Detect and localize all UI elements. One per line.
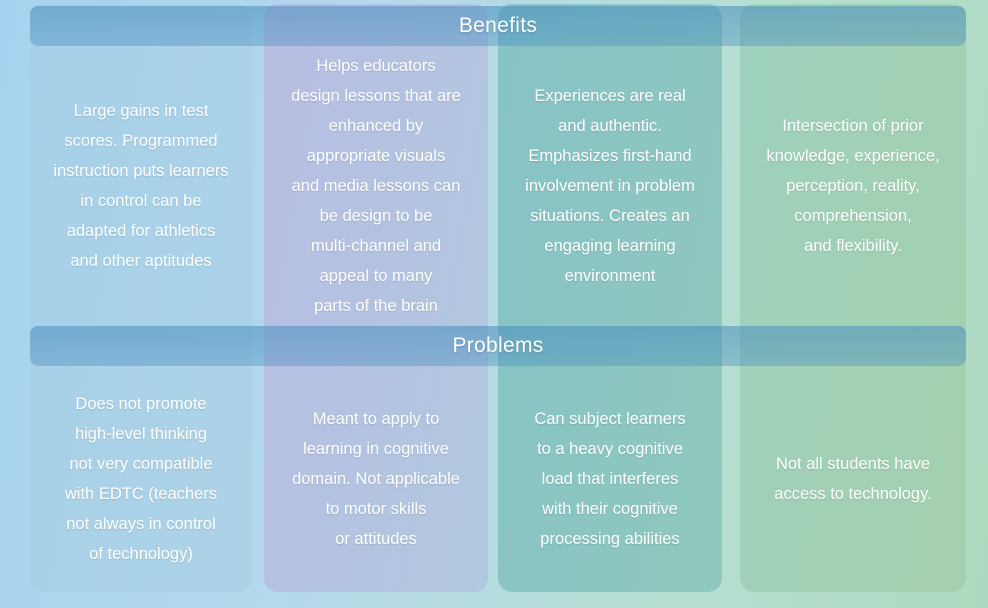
benefits-heading-label: Benefits bbox=[459, 14, 537, 38]
benefits-cell-4: Intersection of prior knowledge, experie… bbox=[740, 50, 966, 322]
problems-cell-4: Not all students have access to technolo… bbox=[740, 370, 966, 588]
problems-cell-2: Meant to apply to learning in cognitive … bbox=[264, 370, 488, 588]
problems-heading-band: Problems bbox=[30, 326, 966, 366]
problems-cell-1: Does not promote high-level thinking not… bbox=[30, 370, 252, 588]
problems-heading-label: Problems bbox=[452, 334, 543, 358]
benefits-cell-3: Experiences are real and authentic. Emph… bbox=[498, 50, 722, 322]
comparison-matrix: Benefits Large gains in test scores. Pro… bbox=[0, 0, 988, 608]
benefits-cell-1: Large gains in test scores. Programmed i… bbox=[30, 50, 252, 322]
problems-cell-3: Can subject learners to a heavy cognitiv… bbox=[498, 370, 722, 588]
benefits-heading-band: Benefits bbox=[30, 6, 966, 46]
benefits-cell-2: Helps educators design lessons that are … bbox=[264, 50, 488, 322]
